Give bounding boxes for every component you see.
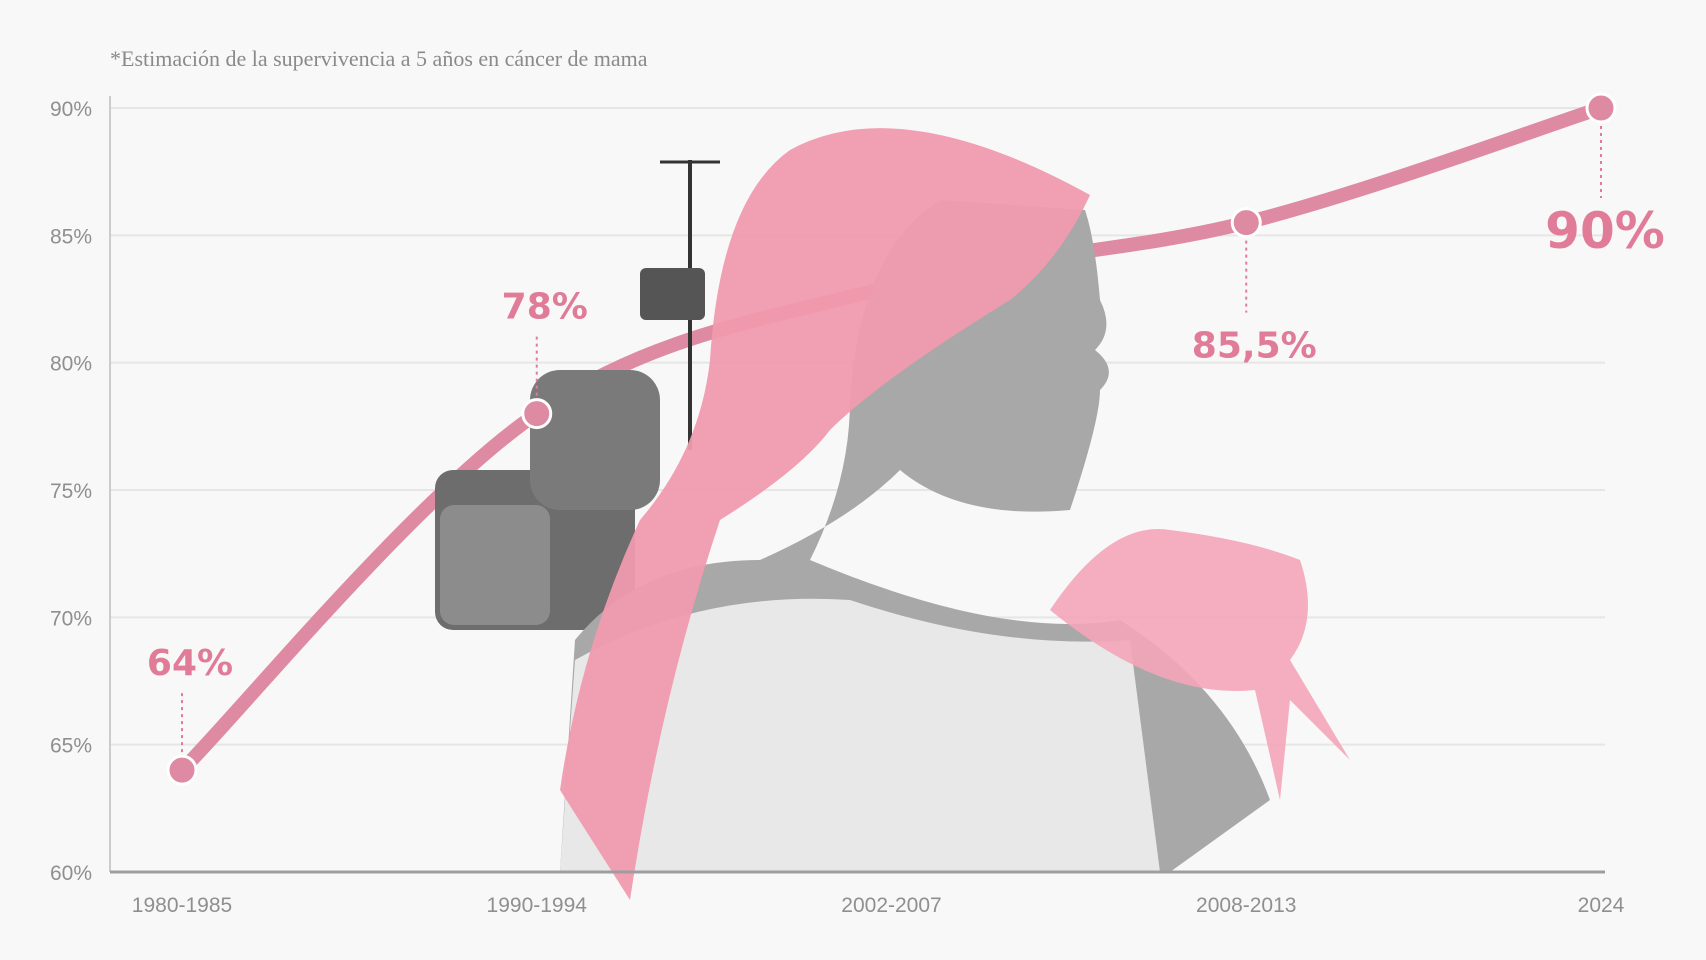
x-tick-label: 2002-2007 [841,894,941,917]
y-tick-label: 80% [50,353,92,376]
photo-collage-illustration [435,128,1350,900]
y-axis-ticks: 60% 65% 70% 75% 80% 85% 90% [50,98,92,885]
x-tick-label: 1990-1994 [487,894,588,917]
white-shirt [560,598,1160,872]
pink-scarf-flying [1050,529,1350,800]
y-tick-label: 85% [50,225,92,248]
y-tick-label: 75% [50,480,92,503]
y-tick-label: 60% [50,862,92,885]
chart-note: *Estimación de la supervivencia a 5 años… [110,46,648,71]
y-tick-label: 70% [50,607,92,630]
y-tick-label: 90% [50,98,92,121]
data-point [1230,207,1262,239]
data-point [166,754,198,786]
data-label: 78% [502,287,588,328]
data-point [1585,92,1617,124]
x-tick-label: 1980-1985 [132,894,232,917]
data-label: 90% [1545,202,1665,260]
x-axis-ticks: 1980-1985 1990-1994 2002-2007 2008-2013 2024 [132,894,1625,917]
data-label: 64% [147,643,233,684]
x-tick-label: 2008-2013 [1196,894,1296,917]
x-tick-label: 2024 [1578,894,1625,917]
iv-pole-image [640,160,720,450]
armchair-image [435,370,660,630]
data-points: 64% 78% 85,5% 90% [147,92,1665,786]
pink-headscarf [560,128,1090,900]
data-point [521,398,553,430]
data-label: 85,5% [1192,326,1317,367]
y-tick-label: 65% [50,735,92,758]
